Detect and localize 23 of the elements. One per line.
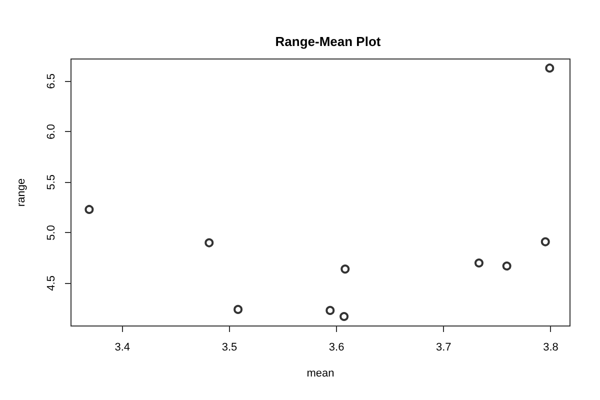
y-tick-label: 4.5 [46, 276, 58, 291]
x-axis-title: mean [306, 368, 334, 380]
point [502, 262, 512, 271]
point [340, 264, 350, 274]
point [540, 237, 550, 246]
point [545, 64, 554, 73]
chart-title: Range-Mean Plot [275, 34, 382, 49]
point [234, 304, 243, 314]
y-tick-label: 6.0 [46, 124, 58, 140]
point [340, 312, 349, 322]
point [326, 306, 335, 315]
x-tick-label: 3.4 [114, 342, 130, 354]
y-tick-label: 6.5 [46, 74, 58, 89]
y-tick-label: 5.5 [46, 174, 58, 190]
x-tick-label: 3.6 [328, 342, 344, 354]
x-tick-label: 3.7 [436, 342, 452, 354]
point [84, 204, 94, 214]
x-tick-label: 3.5 [222, 342, 238, 354]
point [204, 238, 214, 248]
x-tick-label: 3.8 [543, 342, 558, 354]
y-tick-label: 5.0 [46, 225, 58, 240]
point [474, 258, 484, 268]
y-axis-title: range [16, 178, 28, 207]
